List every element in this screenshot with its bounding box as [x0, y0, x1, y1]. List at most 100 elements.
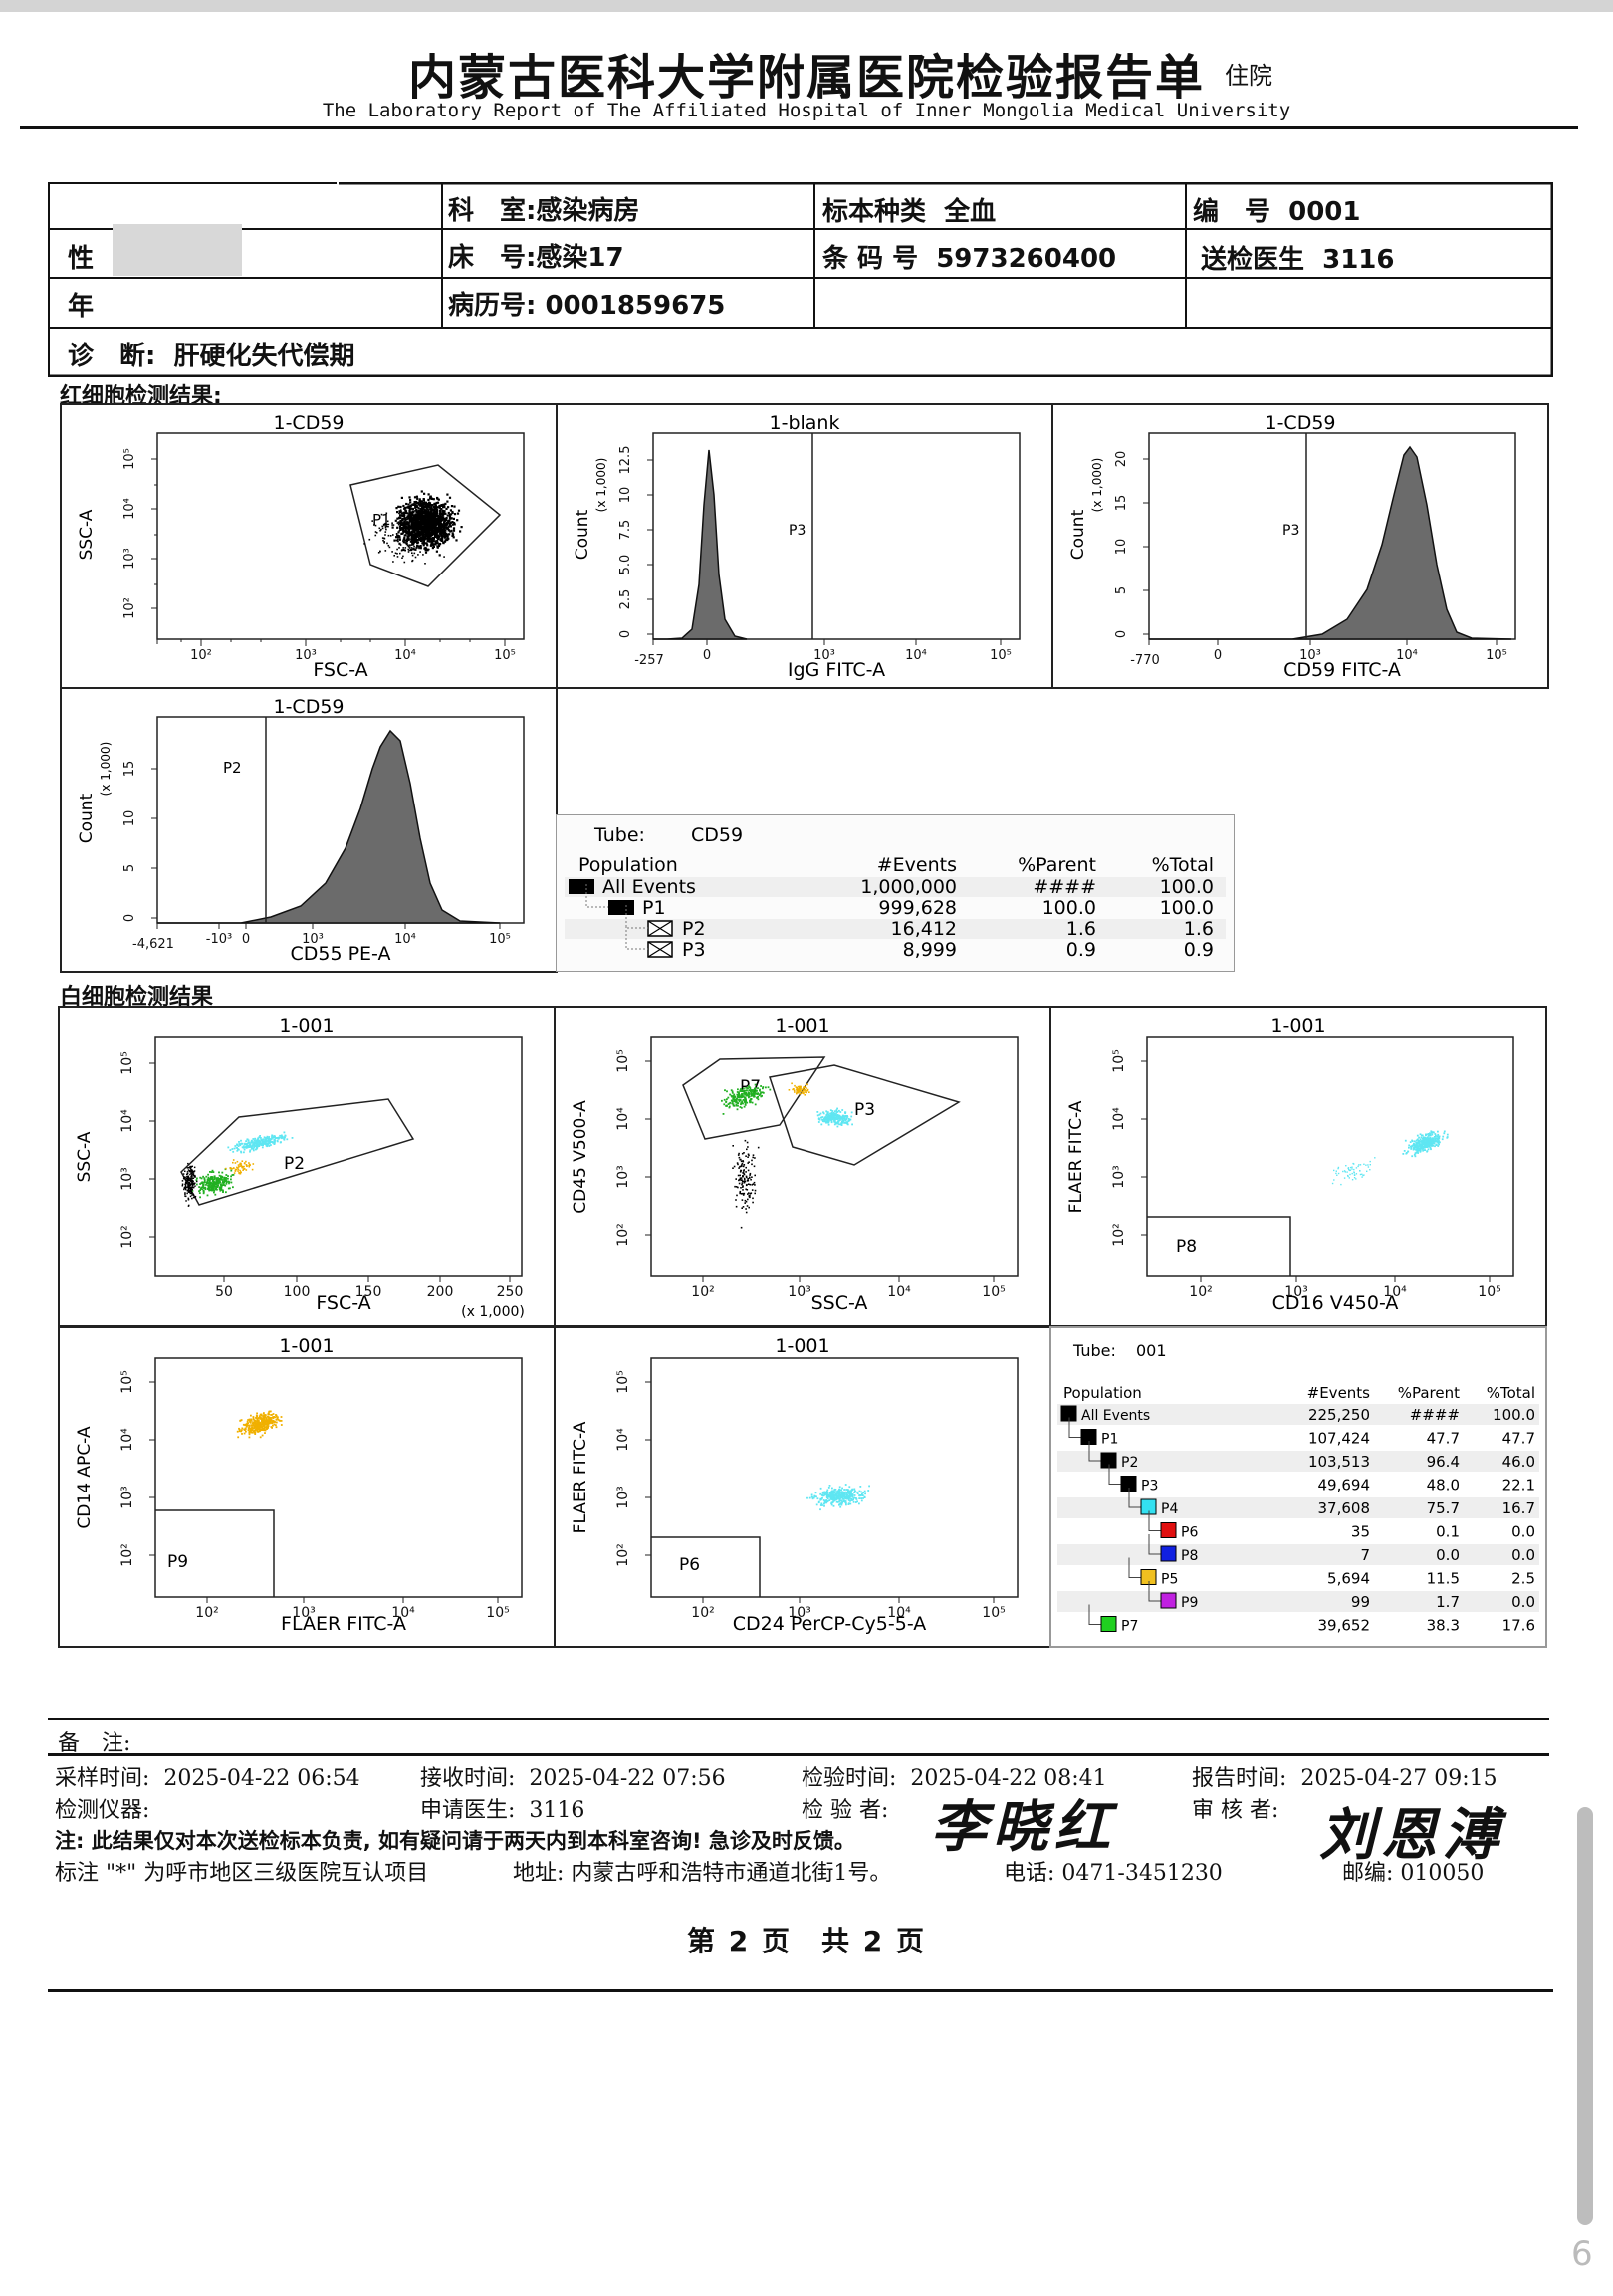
event-dot [232, 1174, 235, 1176]
event-dot [404, 523, 407, 526]
event-dot [231, 1167, 233, 1170]
event-dot [220, 1185, 223, 1187]
event-dot [213, 1182, 216, 1184]
event-dot [1433, 1140, 1436, 1143]
event-dot [444, 534, 447, 537]
event-dot [213, 1178, 216, 1180]
y-axis-unit: (x 1,000) [594, 458, 608, 513]
event-dot [271, 1420, 274, 1422]
event-dot [737, 1174, 740, 1177]
event-dot [1353, 1168, 1355, 1171]
event-dot [1336, 1174, 1338, 1176]
event-dot [832, 1111, 835, 1114]
event-dot [191, 1184, 193, 1186]
event-dot [1437, 1145, 1440, 1147]
event-dot [749, 1172, 752, 1175]
event-dot [440, 530, 444, 534]
event-dot [440, 529, 443, 532]
event-dot [190, 1183, 193, 1185]
event-dot [218, 1171, 220, 1174]
event-dot [254, 1424, 257, 1427]
event-dot [829, 1117, 832, 1120]
event-dot [740, 1158, 742, 1161]
x-axis-label: CD55 PE-A [290, 943, 390, 965]
event-dot [443, 521, 446, 524]
event-dot [209, 1171, 211, 1173]
event-dot [754, 1157, 756, 1159]
event-dot [446, 493, 449, 496]
event-dot [853, 1490, 856, 1492]
event-dot [186, 1171, 189, 1173]
hospital-phone: 电话: 0471-3451230 [1004, 1861, 1223, 1886]
event-dot [830, 1493, 833, 1496]
event-dot [404, 529, 407, 532]
event-dot [740, 1102, 743, 1104]
event-dot [430, 506, 433, 509]
event-dot [224, 1177, 227, 1180]
event-dot [422, 538, 425, 540]
event-dot [411, 535, 413, 537]
event-dot [250, 1420, 253, 1422]
event-dot [397, 531, 400, 534]
event-dot [452, 527, 456, 530]
event-dot [424, 518, 427, 521]
event-dot [822, 1111, 824, 1114]
event-dot [826, 1121, 829, 1124]
event-dot [793, 1089, 796, 1092]
event-dot [264, 1141, 266, 1144]
event-dot [400, 512, 404, 515]
event-dot [752, 1156, 754, 1159]
event-dot [1426, 1141, 1429, 1143]
event-dot [754, 1083, 757, 1086]
plot-title: 1-001 [775, 1335, 829, 1357]
event-dot [395, 539, 398, 542]
event-dot [751, 1089, 753, 1091]
event-dot [426, 530, 430, 533]
event-dot [836, 1114, 839, 1116]
event-dot [836, 1107, 838, 1110]
event-dot [760, 1091, 762, 1094]
y-axis-label: Count [1068, 509, 1088, 560]
x-tick: 10³ [292, 1605, 315, 1621]
event-dot [422, 520, 425, 523]
event-dot [805, 1089, 806, 1091]
event-dot [268, 1417, 270, 1420]
event-dot [402, 548, 405, 552]
event-dot [433, 535, 437, 538]
event-dot [822, 1491, 825, 1493]
plot-title: 1-blank [770, 412, 840, 434]
event-dot [259, 1413, 262, 1416]
event-dot [401, 522, 404, 525]
event-dot [1417, 1152, 1419, 1154]
event-dot [250, 1431, 253, 1434]
event-dot [245, 1146, 247, 1148]
event-dot [758, 1094, 761, 1097]
event-dot [222, 1190, 224, 1193]
event-dot [265, 1137, 267, 1140]
event-dot [409, 498, 412, 502]
event-dot [217, 1180, 219, 1183]
event-dot [212, 1186, 215, 1188]
event-dot [428, 516, 431, 519]
vertical-scrollbar[interactable] [1577, 1807, 1593, 2225]
event-dot [448, 514, 451, 517]
event-dot [730, 1089, 733, 1092]
event-dot [748, 1096, 750, 1099]
event-dot [401, 532, 404, 535]
event-dot [834, 1110, 836, 1113]
event-dot [243, 1428, 246, 1431]
event-dot [844, 1491, 847, 1493]
event-dot [751, 1176, 753, 1178]
event-dot [1417, 1145, 1419, 1148]
event-dot [452, 529, 456, 532]
applicant: 申请医生: 3116 [420, 1798, 585, 1823]
event-dot [753, 1089, 755, 1092]
event-dot [377, 552, 380, 554]
event-dot [420, 511, 423, 514]
event-dot [384, 531, 387, 533]
event-dot [846, 1115, 848, 1117]
event-dot [853, 1488, 856, 1491]
event-dot [188, 1170, 191, 1173]
event-dot [241, 1167, 244, 1169]
event-dot [438, 512, 441, 515]
